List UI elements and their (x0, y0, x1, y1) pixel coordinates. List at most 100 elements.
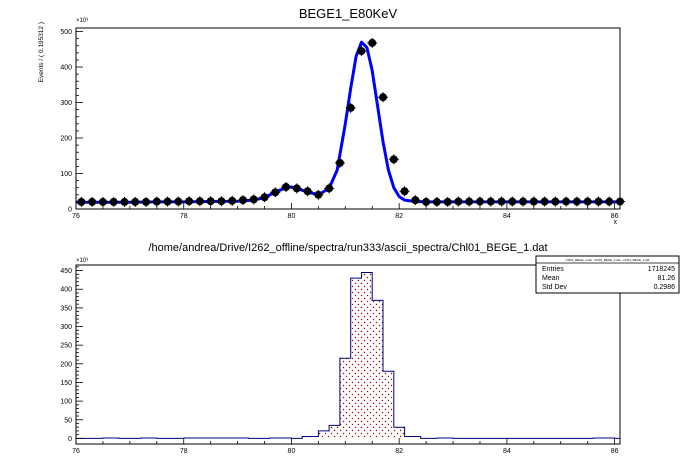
bottom-histogram (76, 272, 620, 439)
bottom-axes: 76 78 80 82 84 86 0 50 100 150 200 250 300 350 400 450 (60, 266, 619, 455)
top-data-point (454, 197, 463, 206)
stats-box-header: Chl01_BEGE_1.dat : Chl01_BEGE_1.dat - Ch… (566, 258, 650, 262)
top-data-point (217, 197, 226, 206)
top-data-point (465, 197, 474, 206)
bottom-y-tick-label: 250 (60, 343, 72, 350)
top-y-multiplier: ×10³ (76, 18, 88, 24)
top-data-point (228, 196, 237, 205)
top-data-point (616, 197, 624, 206)
top-data-point (335, 158, 344, 167)
top-y-tick-label: 300 (60, 100, 72, 107)
top-data-point (605, 197, 614, 206)
stats-box[interactable]: Chl01_BEGE_1.dat : Chl01_BEGE_1.dat - Ch… (535, 255, 680, 294)
top-data-point (508, 197, 517, 206)
top-data-point (131, 197, 140, 206)
top-data-point (271, 188, 280, 197)
top-data-point (475, 197, 484, 206)
top-plot-frame (75, 27, 621, 210)
top-x-tick-label: 82 (395, 213, 403, 220)
top-data-point (594, 197, 603, 206)
bottom-plot-frame (75, 264, 621, 445)
top-data-point (497, 197, 506, 206)
top-data-point (98, 197, 107, 206)
top-data-point (282, 182, 291, 191)
top-data-point (260, 193, 269, 202)
top-data-point (389, 155, 398, 164)
top-x-tick-label: 80 (288, 213, 296, 220)
top-data-point (303, 187, 312, 196)
bottom-histogram-fill (76, 272, 620, 439)
top-data-point (120, 197, 129, 206)
top-y-tick-label: 400 (60, 65, 72, 72)
top-y-tick-label: 0 (68, 207, 72, 214)
top-y-tick-label: 500 (60, 29, 72, 36)
bottom-y-tick-label: 50 (64, 417, 72, 424)
top-data-point (292, 184, 301, 193)
top-data-points (76, 37, 625, 207)
stats-entries-label: Entries (542, 266, 564, 273)
stats-mean-label: Mean (542, 275, 560, 282)
top-data-point (422, 197, 431, 206)
top-data-point (238, 196, 247, 205)
bottom-x-tick-label: 86 (611, 448, 619, 455)
top-data-point (540, 197, 549, 206)
stats-std-value: 0.2986 (654, 284, 676, 291)
top-data-point (77, 197, 86, 206)
bottom-x-tick-label: 76 (72, 448, 80, 455)
top-data-point (432, 197, 441, 206)
top-data-point (195, 197, 204, 206)
bottom-x-tick-label: 78 (180, 448, 188, 455)
top-data-point (411, 196, 420, 205)
top-y-tick-label: 200 (60, 136, 72, 143)
top-data-point (314, 190, 323, 199)
top-data-point (400, 187, 409, 196)
bottom-y-tick-label: 400 (60, 287, 72, 294)
top-x-tick-label: 78 (180, 213, 188, 220)
stats-mean-value: 81.26 (657, 275, 675, 282)
top-data-point (152, 197, 161, 206)
bottom-y-multiplier: ×10³ (76, 258, 88, 264)
top-data-point (551, 197, 560, 206)
top-fit-curve-line (76, 40, 620, 204)
top-data-point (583, 197, 592, 206)
bottom-y-tick-label: 450 (60, 268, 72, 275)
bottom-y-tick-label: 200 (60, 361, 72, 368)
bottom-histogram-outline (76, 272, 620, 439)
top-y-axis-label: Events / ( 0.195312 ) (38, 22, 45, 82)
top-data-point (325, 184, 334, 193)
top-data-point (529, 197, 538, 206)
top-data-point (562, 197, 571, 206)
bottom-chart: /home/andrea/Drive/I262_offline/spectra/… (60, 242, 680, 455)
top-x-tick-label: 84 (503, 213, 511, 220)
bottom-x-tick-label: 80 (288, 448, 296, 455)
top-data-point (486, 197, 495, 206)
top-data-point (572, 197, 581, 206)
top-chart-title: BEGE1_E80KeV (299, 6, 398, 21)
top-data-point (174, 197, 183, 206)
bottom-y-tick-label: 100 (60, 399, 72, 406)
top-data-point (206, 197, 215, 206)
top-data-point (109, 197, 118, 206)
top-data-point (357, 47, 366, 56)
bottom-y-tick-label: 300 (60, 324, 72, 331)
top-data-point (163, 197, 172, 206)
top-data-point (379, 93, 388, 102)
top-data-point (142, 197, 151, 206)
top-chart: BEGE1_E80KeV Events / ( 0.195312 ) ×10³ … (38, 6, 625, 226)
stats-box-frame (535, 255, 680, 294)
bottom-y-tick-label: 150 (60, 380, 72, 387)
bottom-x-tick-label: 84 (503, 448, 511, 455)
top-x-tick-label: 86 (611, 213, 619, 220)
top-data-point (249, 195, 258, 204)
top-data-point (519, 197, 528, 206)
top-data-point (88, 197, 97, 206)
top-data-point (443, 197, 452, 206)
bottom-chart-title: /home/andrea/Drive/I262_offline/spectra/… (148, 242, 547, 254)
top-x-axis-label: x (614, 219, 618, 226)
bottom-y-tick-label: 0 (68, 436, 72, 443)
top-axes: 76 78 80 82 84 86 0 100 200 300 400 500 (60, 29, 618, 220)
top-fit-curve (76, 40, 620, 204)
stats-std-label: Std Dev (542, 284, 567, 291)
top-x-tick-label: 76 (72, 213, 80, 220)
